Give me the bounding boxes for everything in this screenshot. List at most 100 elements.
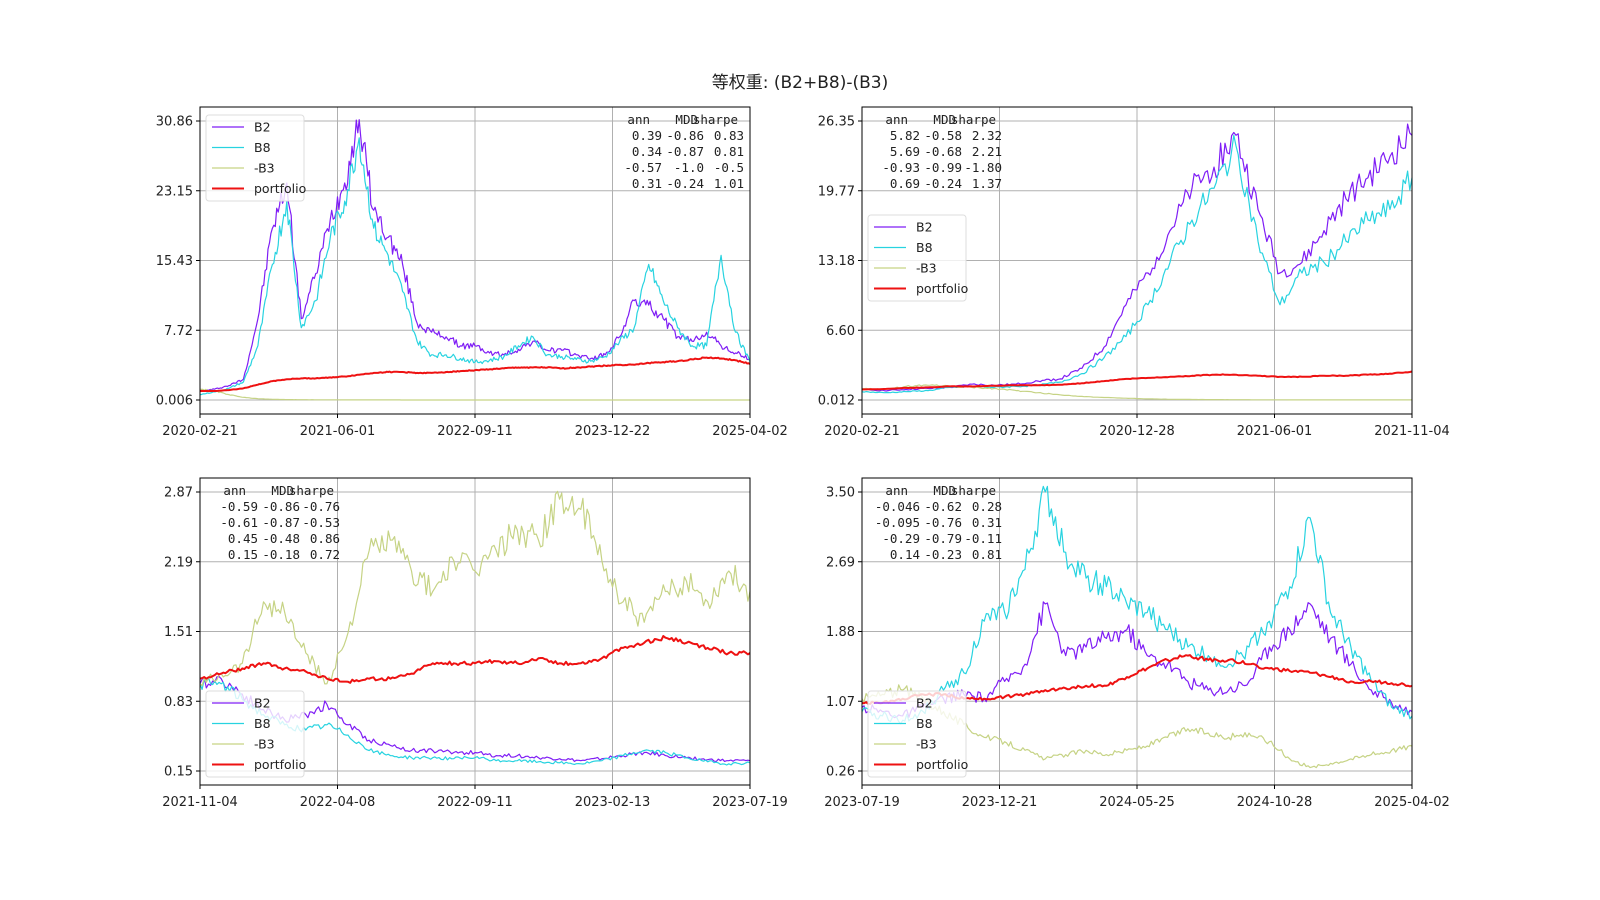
stats-cell-1: -0.86	[666, 128, 704, 143]
stats-cell-2: -0.68	[924, 144, 962, 159]
stats-cell-4: -0.046	[875, 499, 920, 514]
y-tick-label-2: 0.012	[818, 394, 855, 409]
legend-label-B2-2: B2	[916, 220, 933, 235]
stats-cell-2: -0.58	[924, 128, 962, 143]
stats-cell-4: -0.095	[875, 515, 920, 530]
stats-header-MDD-4: MDD	[933, 483, 956, 498]
x-tick-label-2: 2020-12-28	[1099, 424, 1175, 439]
series-line-B8-1	[199, 137, 751, 396]
y-tick-label-1: 15.43	[156, 254, 193, 269]
subplot-2: 2020-02-21 2020-07-25 2020-12-28 2021-06-01…	[818, 106, 1450, 440]
stats-header-ann-2: ann	[885, 112, 908, 127]
stats-cell-3: 0.15	[228, 547, 258, 562]
stats-cell-3: 0.45	[228, 531, 258, 546]
legend-label-portfolio-2: portfolio	[916, 281, 968, 296]
stats-cell-1: 0.34	[632, 144, 662, 159]
legend-label-B8-3: B8	[254, 716, 271, 731]
stats-cell-4: -0.29	[882, 531, 920, 546]
legend-box-3	[205, 690, 305, 778]
stats-cell-1: 1.01	[714, 176, 744, 191]
x-tick-label-2: 2021-11-04	[1374, 424, 1450, 439]
legend-label-portfolio-1: portfolio	[254, 181, 306, 196]
y-tick-label-4: 1.88	[826, 625, 855, 640]
stats-cell-4: -0.11	[964, 531, 1002, 546]
y-tick-label-3: 1.51	[164, 625, 193, 640]
ticks-4: 2023-07-19 2023-12-21 2024-05-25 2024-10-28…	[824, 486, 1450, 811]
ticks-1: 2020-02-21 2021-06-01 2022-09-11 2023-12-22…	[156, 115, 788, 440]
subplot-3: 2021-11-04 2022-04-08 2022-09-11 2023-02-13…	[162, 477, 788, 810]
stats-cell-3: -0.61	[220, 515, 258, 530]
legend-box-4	[867, 690, 967, 778]
series-line-B2-1	[199, 119, 751, 392]
y-tick-label-1: 23.15	[156, 184, 193, 199]
stats-cell-4: 0.31	[972, 515, 1002, 530]
stats-cell-2: -0.24	[924, 176, 962, 191]
legend-label-B2-4: B2	[916, 696, 933, 711]
legend-label-neg-B3-3: -B3	[254, 737, 275, 752]
y-tick-label-2: 13.18	[818, 254, 855, 269]
y-tick-label-1: 0.006	[156, 394, 193, 409]
stats-header-sharpe-1: sharpe	[693, 112, 738, 127]
x-tick-label-2: 2020-02-21	[824, 424, 900, 439]
legend-box-1	[205, 114, 305, 202]
series-line-portfolio-1	[199, 356, 751, 393]
x-tick-label-4: 2024-05-25	[1099, 795, 1175, 810]
y-tick-label-2: 26.35	[818, 115, 855, 130]
legend-label-B8-2: B8	[916, 240, 933, 255]
stats-cell-2: 2.32	[972, 128, 1002, 143]
y-tick-label-4: 0.26	[826, 765, 855, 780]
x-tick-label-1: 2022-09-11	[437, 424, 513, 439]
stats-cell-4: -0.79	[924, 531, 962, 546]
x-tick-label-3: 2022-09-11	[437, 795, 513, 810]
subplot-1: 2020-02-21 2021-06-01 2022-09-11 2023-12-22…	[156, 106, 788, 440]
y-tick-label-3: 0.83	[164, 695, 193, 710]
stats-header-sharpe-4: sharpe	[951, 483, 996, 498]
stats-cell-1: -0.5	[714, 160, 744, 175]
x-tick-label-1: 2021-06-01	[300, 424, 376, 439]
stats-header-ann-1: ann	[627, 112, 650, 127]
legend-label-B8-4: B8	[916, 716, 933, 731]
lines-1	[199, 119, 751, 401]
stats-cell-3: -0.18	[262, 547, 300, 562]
stats-cell-3: 0.72	[310, 547, 340, 562]
subplot-4: 2023-07-19 2023-12-21 2024-05-25 2024-10-28…	[824, 477, 1450, 811]
stats-header-MDD-2: MDD	[933, 112, 956, 127]
legend-label-neg-B3-2: -B3	[916, 261, 937, 276]
ticks-2: 2020-02-21 2020-07-25 2020-12-28 2021-06-01…	[818, 115, 1450, 440]
stats-cell-3: -0.87	[262, 515, 300, 530]
x-tick-label-4: 2023-07-19	[824, 795, 900, 810]
legend-label-neg-B3-4: -B3	[916, 737, 937, 752]
stats-header-ann-4: ann	[885, 483, 908, 498]
stats-header-sharpe-2: sharpe	[951, 112, 996, 127]
y-tick-label-1: 7.72	[164, 324, 193, 339]
x-tick-label-3: 2023-02-13	[575, 795, 651, 810]
stats-cell-2: -1.80	[964, 160, 1002, 175]
legend-label-B2-1: B2	[254, 120, 271, 135]
legend-label-B8-1: B8	[254, 140, 271, 155]
stats-cell-2: 0.69	[890, 176, 920, 191]
stats-header-MDD-3: MDD	[271, 483, 294, 498]
series-line-portfolio-2	[861, 370, 1413, 391]
legend-label-portfolio-4: portfolio	[916, 757, 968, 772]
y-tick-label-4: 1.07	[826, 695, 855, 710]
stats-cell-1: 0.83	[714, 128, 744, 143]
x-tick-label-1: 2025-04-02	[712, 424, 788, 439]
y-tick-label-2: 19.77	[818, 184, 855, 199]
stats-cell-3: -0.59	[220, 499, 258, 514]
legend-label-neg-B3-1: -B3	[254, 161, 275, 176]
stats-cell-3: -0.76	[302, 499, 340, 514]
lines-2	[861, 123, 1413, 401]
y-tick-label-3: 2.87	[164, 486, 193, 501]
y-tick-label-1: 30.86	[156, 115, 193, 130]
stats-header-MDD-1: MDD	[675, 112, 698, 127]
x-tick-label-1: 2020-02-21	[162, 424, 238, 439]
x-tick-label-2: 2020-07-25	[962, 424, 1038, 439]
stats-cell-3: 0.86	[310, 531, 340, 546]
stats-cell-4: -0.62	[924, 499, 962, 514]
stats-cell-1: -1.0	[674, 160, 704, 175]
